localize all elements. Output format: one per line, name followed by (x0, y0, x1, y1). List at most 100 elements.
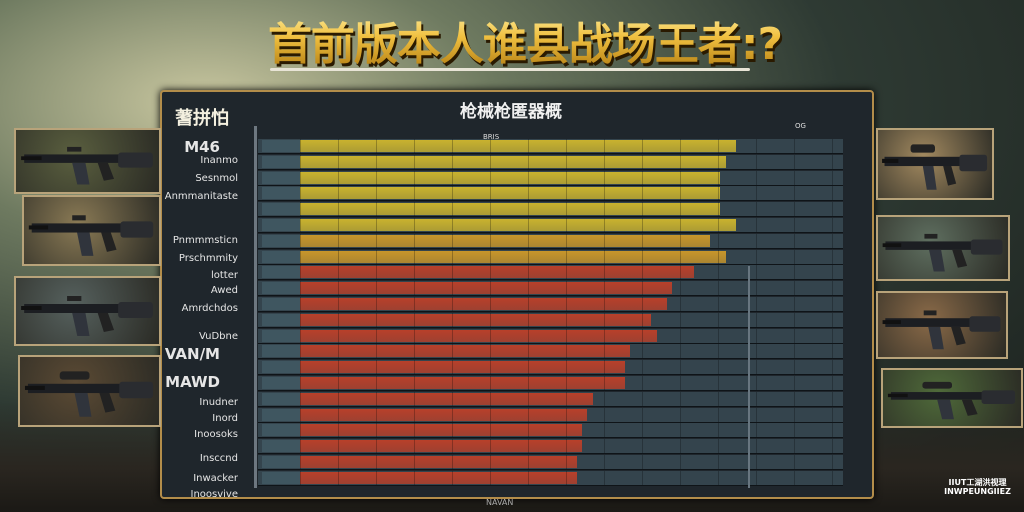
weapon-label: M46 (184, 138, 220, 156)
table-row (258, 297, 843, 312)
weapon-label: VAN/M (164, 345, 220, 363)
stats-table (258, 139, 843, 489)
table-row (258, 265, 843, 281)
page-title: 首前版本人谁县战场王者:? (200, 8, 850, 72)
row-grid (300, 312, 843, 327)
row-grid (300, 470, 843, 485)
row-grid (300, 376, 843, 390)
table-row (258, 170, 843, 186)
stat-bar (300, 155, 726, 168)
weapon-label: lotter (210, 270, 238, 281)
weapon-label: Inoosvive (190, 489, 239, 500)
row-grid (300, 344, 843, 359)
row-label-cell (262, 456, 300, 468)
weapon-label: Inwacker (193, 473, 238, 484)
row-grid (300, 439, 843, 454)
weapon-label: Anmmanitaste (164, 191, 238, 202)
weapon-label: VuDbne (198, 331, 238, 342)
weapon-label: Inoosoks (194, 429, 238, 440)
row-grid (300, 139, 843, 153)
stat-bar (300, 187, 721, 200)
row-label-cell (262, 171, 300, 184)
table-row (258, 186, 843, 202)
row-grid (300, 202, 843, 217)
table-row (258, 312, 843, 328)
table-row (258, 233, 843, 249)
row-grid (300, 328, 843, 343)
weapon-label: Pnmmmsticn (172, 235, 238, 246)
row-label-cell (262, 187, 300, 200)
row-grid (300, 297, 843, 311)
row-grid (300, 423, 843, 438)
brand-logo: IIUT工湖洪视理 INWPEUNGIIEZ (935, 478, 1020, 496)
stat-bar (300, 140, 737, 152)
row-label-cell (262, 345, 300, 358)
row-grid (300, 249, 843, 264)
table-row (258, 139, 843, 154)
logo-line-2: INWPEUNGIIEZ (944, 487, 1011, 496)
table-row (258, 439, 843, 455)
weapon-label: Prschmmity (178, 253, 238, 264)
header-label: BRIS (483, 133, 500, 141)
weapon-label: Inanmo (200, 155, 238, 166)
table-row (258, 218, 843, 233)
stat-bar (300, 219, 737, 231)
row-grid (300, 186, 843, 201)
footer-text: NAVAN (486, 498, 514, 507)
table-row (258, 344, 843, 360)
panel-title: 枪械枪匿器概 (460, 102, 562, 122)
stat-bar (300, 440, 583, 453)
row-label-cell (262, 234, 300, 247)
table-row (258, 470, 843, 486)
stat-bar (300, 266, 694, 279)
stat-bar (300, 329, 657, 342)
title-underline (270, 68, 750, 71)
weapon-label: MAWD (165, 373, 220, 391)
stat-bar (300, 250, 726, 263)
stat-bar (300, 345, 630, 358)
table-row (258, 328, 843, 344)
row-label-cell (262, 250, 300, 263)
table-row (258, 249, 843, 265)
rifle-icon (882, 144, 988, 190)
row-grid (300, 170, 843, 185)
row-label-cell (262, 155, 300, 168)
carbine-icon (882, 310, 1001, 350)
weapon-label: Sesnmol (195, 173, 238, 184)
row-label-cell (262, 361, 300, 374)
row-grid (300, 360, 843, 375)
row-grid (300, 218, 843, 232)
weapon-label: Inudner (199, 397, 238, 408)
table-row (258, 407, 843, 423)
row-label-cell (262, 140, 300, 152)
row-grid (300, 154, 843, 169)
rifle-image (18, 355, 161, 427)
row-label-cell (262, 471, 300, 484)
assault-rifle-icon (882, 233, 1003, 272)
table-row (258, 154, 843, 170)
assault-rifle-icon (28, 215, 154, 256)
table-row (258, 423, 843, 439)
row-label-cell (262, 424, 300, 437)
assault-rifle-image (876, 215, 1010, 281)
stat-bar (300, 392, 593, 405)
row-label-cell (262, 266, 300, 279)
row-label-cell (262, 377, 300, 389)
stat-bar (300, 298, 668, 310)
weapon-label: Insccnd (199, 453, 238, 464)
sniper-rifle-icon (887, 381, 1016, 420)
row-label-cell (262, 282, 300, 295)
row-label-cell (262, 313, 300, 326)
row-grid (300, 233, 843, 248)
weapon-label: Amrdchdos (181, 303, 238, 314)
assault-rifle-image (22, 195, 161, 266)
header-right-label: OG (795, 122, 806, 130)
row-label-cell (262, 329, 300, 342)
row-grid (300, 265, 843, 280)
weapon-label: Awed (210, 285, 238, 296)
row-grid (300, 407, 843, 422)
table-row (258, 281, 843, 297)
stat-bar (300, 313, 652, 326)
panel-left-title: 蓍拼怕 (175, 108, 229, 129)
stat-bar (300, 377, 625, 389)
